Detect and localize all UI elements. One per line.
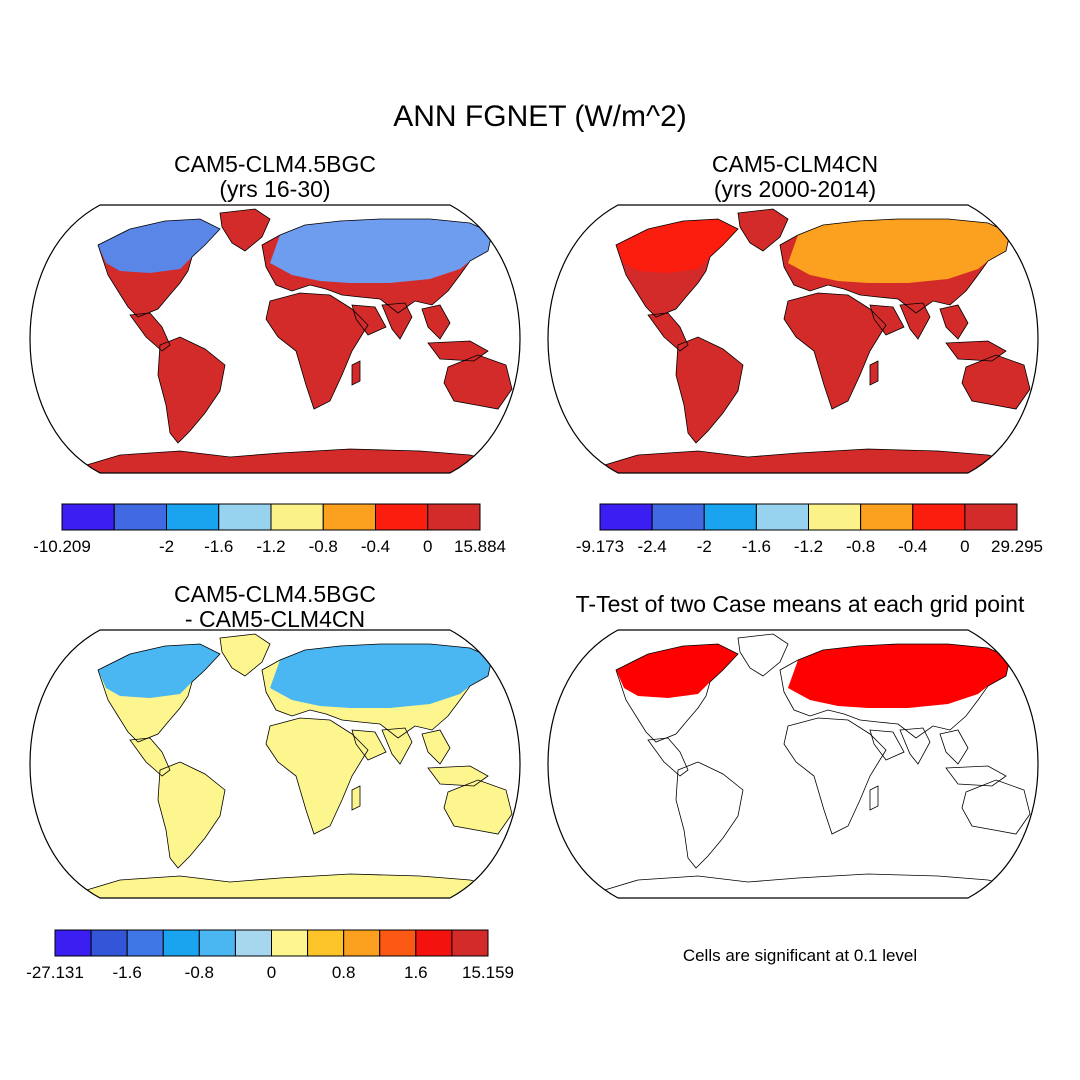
panel3-colorbar-swatch-10 — [415, 929, 453, 957]
panel2-colorbar-label-2: -2 — [697, 537, 712, 556]
panel2-colorbar-swatch-1 — [651, 503, 705, 531]
panel2-map-outline — [547, 204, 1039, 474]
panel1-colorbar-swatch-1 — [113, 503, 167, 531]
panel2-colorbar-label-5: -0.8 — [846, 537, 875, 556]
panel1-colorbar-swatch-6 — [375, 503, 429, 531]
panel3-colorbar-swatch-4 — [198, 929, 236, 957]
panel1-map — [29, 204, 521, 474]
panel4-title: T-Test of two Case means at each grid po… — [575, 591, 1025, 617]
panel3-colorbar-swatch-6 — [271, 929, 309, 957]
panel1-colorbar-label-5: -0.4 — [361, 537, 390, 556]
panel3-colorbar-swatch-5 — [234, 929, 272, 957]
panel3-map-outline — [29, 629, 521, 899]
panel2-colorbar-swatch-5 — [860, 503, 914, 531]
panel2-colorbar-label-4: -1.2 — [794, 537, 823, 556]
panel3-title: CAM5-CLM4.5BGC - CAM5-CLM4CN — [100, 582, 450, 632]
panel1-colorbar-label-6: 0 — [423, 537, 432, 556]
panel2-colorbar-label-1: -2.4 — [637, 537, 666, 556]
panel4-map — [547, 629, 1039, 899]
panel1-colorbar-swatch-4 — [270, 503, 324, 531]
panel3-colorbar-label-3: 0 — [267, 963, 276, 982]
panel1-colorbar-swatch-2 — [166, 503, 220, 531]
panel1-colorbar-swatch-7 — [427, 503, 481, 531]
panel1-colorbar-label-4: -0.8 — [309, 537, 338, 556]
panel2-colorbar-label-3: -1.6 — [742, 537, 771, 556]
panel3-colorbar: -27.131 -1.6 -0.8 0 0.8 1.6 15.159 — [26, 929, 514, 982]
panel3-title-line2: - CAM5-CLM4CN — [184, 606, 366, 632]
panel1-title-line1: CAM5-CLM4.5BGC — [174, 151, 376, 177]
panel3-colorbar-swatch-2 — [126, 929, 164, 957]
panel2-colorbar: -9.173 -2.4 -2 -1.6 -1.2 -0.8 -0.4 0 29.295 — [576, 503, 1043, 556]
significance-note: Cells are significant at 0.1 level — [682, 946, 918, 965]
panel3-map — [29, 629, 521, 899]
panel3-title-line1: CAM5-CLM4.5BGC — [174, 581, 376, 607]
panel3-colorbar-swatch-9 — [379, 929, 417, 957]
panel2-title-line2: (yrs 2000-2014) — [713, 176, 877, 202]
panel2-colorbar-swatch-0 — [599, 503, 653, 531]
panel2-colorbar-swatch-3 — [755, 503, 810, 531]
panel2-colorbar-label-6: -0.4 — [898, 537, 927, 556]
panel1-colorbar-label-2: -1.6 — [204, 537, 233, 556]
panel1-map-outline — [29, 204, 521, 474]
panel1-colorbar-swatch-5 — [322, 503, 376, 531]
panel3-colorbar-swatch-0 — [54, 929, 92, 957]
panel2-colorbar-swatch-7 — [964, 503, 1018, 531]
panel1-colorbar-label-3: -1.2 — [256, 537, 285, 556]
panel3-colorbar-swatch-8 — [343, 929, 381, 957]
panel3-colorbar-swatch-7 — [307, 929, 345, 957]
panel3-colorbar-label-5: 1.6 — [404, 963, 428, 982]
panel3-colorbar-label-4: 0.8 — [332, 963, 356, 982]
panel2-colorbar-label-7: 0 — [960, 537, 969, 556]
panel3-colorbar-label-1: -1.6 — [113, 963, 142, 982]
panel2-colorbar-swatch-4 — [808, 503, 862, 531]
panel1-colorbar: -10.209 -2 -1.6 -1.2 -0.8 -0.4 0 15.884 — [33, 503, 506, 556]
panel1-colorbar-label-7: 15.884 — [454, 537, 506, 556]
panel4-map-outline — [547, 629, 1039, 899]
panel1-colorbar-swatch-0 — [61, 503, 115, 531]
panel2-title: CAM5-CLM4CN (yrs 2000-2014) — [620, 152, 970, 202]
panel3-colorbar-label-0: -27.131 — [26, 963, 84, 982]
panel1-title-line2: (yrs 16-30) — [219, 176, 331, 202]
panel3-colorbar-swatch-11 — [451, 929, 489, 957]
panel2-colorbar-swatch-6 — [912, 503, 966, 531]
panel1-colorbar-label-0: -10.209 — [33, 537, 91, 556]
panel2-map — [547, 204, 1039, 474]
panel1-colorbar-label-1: -2 — [159, 537, 174, 556]
panel3-colorbar-swatch-3 — [162, 929, 200, 957]
panel1-title: CAM5-CLM4.5BGC (yrs 16-30) — [100, 152, 450, 202]
panel2-colorbar-swatch-2 — [703, 503, 757, 531]
panel2-colorbar-label-0: -9.173 — [576, 537, 624, 556]
panel3-colorbar-label-6: 15.159 — [462, 963, 514, 982]
panel3-colorbar-label-2: -0.8 — [185, 963, 214, 982]
panel1-colorbar-swatch-3 — [218, 503, 272, 531]
figure-title: ANN FGNET (W/m^2) — [393, 100, 687, 133]
panel3-colorbar-swatch-1 — [90, 929, 128, 957]
panel2-title-line1: CAM5-CLM4CN — [711, 151, 879, 177]
panel2-colorbar-label-8: 29.295 — [991, 537, 1043, 556]
